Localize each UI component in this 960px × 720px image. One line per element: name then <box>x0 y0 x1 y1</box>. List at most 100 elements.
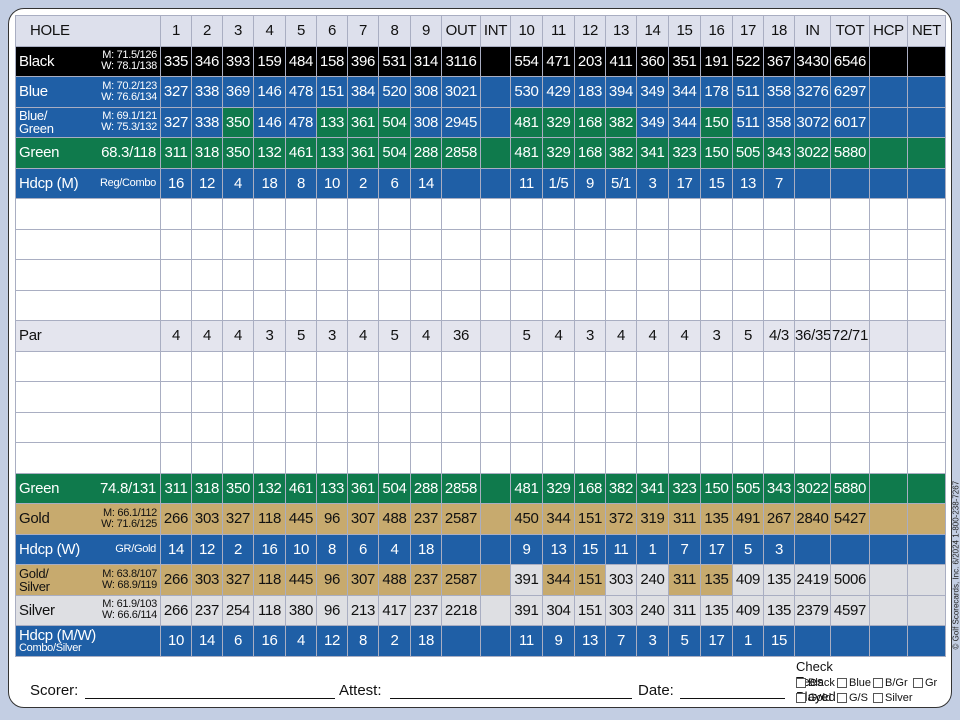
blank-cell <box>763 289 795 321</box>
blank-cell <box>510 381 543 413</box>
score-cell: 13 <box>574 625 606 657</box>
empty-cell <box>480 167 511 199</box>
ratings: M: 66.1/112 W: 71.6/125 <box>101 507 159 530</box>
score-cell: 307 <box>347 503 379 535</box>
blank-cell <box>378 259 411 291</box>
blank-cell <box>732 289 764 321</box>
score-cell: 4 <box>191 320 223 352</box>
blank-cell <box>441 198 481 230</box>
blank-cell <box>347 411 379 443</box>
score-cell: 3116 <box>441 45 481 77</box>
score-cell: 417 <box>378 594 411 626</box>
score-cell: 12 <box>191 533 223 565</box>
date-label: Date: <box>638 682 674 699</box>
score-cell: 4 <box>410 320 442 352</box>
empty-cell <box>830 167 870 199</box>
blank-cell <box>15 350 161 382</box>
row-label: Green 68.3/118 <box>15 137 161 169</box>
score-cell: 5 <box>732 320 764 352</box>
blank-cell <box>480 442 511 474</box>
score-cell: 7 <box>668 533 701 565</box>
score-cell: 168 <box>574 472 606 504</box>
rating: 68.3/118 <box>101 144 156 162</box>
row-label: Black M: 71.5/126 W: 78.1/138 <box>15 45 161 77</box>
blank-cell <box>542 381 575 413</box>
blank-cell <box>480 381 511 413</box>
score-cell: 16 <box>160 167 192 199</box>
blank-cell <box>605 198 637 230</box>
blank-cell <box>410 350 442 382</box>
score-cell: 488 <box>378 503 411 535</box>
blank-cell <box>732 228 764 260</box>
tee-row: Hdcp (M) Reg/Combo 16 12 4 18 8 10 2 6 14 11 1/5 9 5/1… <box>15 167 946 199</box>
score-cell: 394 <box>605 76 637 108</box>
empty-cell <box>480 564 511 596</box>
score-cell: 17 <box>700 533 733 565</box>
score-cell: 4 <box>605 320 637 352</box>
empty-cell <box>480 625 511 657</box>
score-cell: 351 <box>668 45 701 77</box>
blank-cell <box>668 381 701 413</box>
score-cell: 11 <box>510 625 543 657</box>
blank-row <box>15 350 946 382</box>
score-cell: 133 <box>316 106 348 138</box>
blank-row <box>15 289 946 321</box>
score-cell: 461 <box>285 472 317 504</box>
blank-cell <box>285 198 317 230</box>
blank-cell <box>347 381 379 413</box>
empty-cell <box>480 503 511 535</box>
header-cell: NET <box>907 15 946 47</box>
blank-cell <box>510 228 543 260</box>
blank-cell <box>636 350 669 382</box>
blank-cell <box>441 228 481 260</box>
score-cell: 178 <box>700 76 733 108</box>
score-cell: 203 <box>574 45 606 77</box>
score-cell: 409 <box>732 594 764 626</box>
blank-cell <box>160 411 192 443</box>
scorer-line <box>85 698 335 699</box>
blank-cell <box>668 228 701 260</box>
blank-cell <box>763 198 795 230</box>
checkbox <box>796 693 806 703</box>
score-cell: 11 <box>510 167 543 199</box>
score-cell: 329 <box>542 472 575 504</box>
score-cell: 2419 <box>794 564 831 596</box>
blank-cell <box>542 259 575 291</box>
blank-cell <box>869 198 908 230</box>
empty-cell <box>830 625 870 657</box>
score-cell: 158 <box>316 45 348 77</box>
blank-cell <box>732 381 764 413</box>
blank-cell <box>574 411 606 443</box>
blank-cell <box>253 289 286 321</box>
score-cell: 396 <box>347 45 379 77</box>
row-label: Hdcp (M/W) Combo/Silver <box>15 625 161 657</box>
blank-cell <box>510 198 543 230</box>
blank-cell <box>347 198 379 230</box>
row-label: Green 74.8/131 <box>15 472 161 504</box>
score-cell: 2379 <box>794 594 831 626</box>
score-cell: 9 <box>510 533 543 565</box>
empty-cell <box>907 106 946 138</box>
checkbox <box>873 678 883 688</box>
blank-cell <box>605 350 637 382</box>
empty-cell <box>480 45 511 77</box>
blank-cell <box>700 381 733 413</box>
score-cell: 307 <box>347 564 379 596</box>
copyright: © Golf Scorecards, Inc. 6/2024 1-800-238… <box>951 480 960 650</box>
score-cell: 344 <box>668 76 701 108</box>
blank-cell <box>869 228 908 260</box>
score-cell: 3022 <box>794 472 831 504</box>
score-cell: 327 <box>222 564 254 596</box>
score-cell: 4 <box>668 320 701 352</box>
blank-cell <box>763 442 795 474</box>
score-cell: 308 <box>410 106 442 138</box>
blank-cell <box>510 259 543 291</box>
label-wrap: Black M: 71.5/126 W: 78.1/138 <box>19 47 160 76</box>
score-cell: 504 <box>378 472 411 504</box>
score-cell: 346 <box>191 45 223 77</box>
tee-name: Blue <box>849 677 872 689</box>
score-cell: 3 <box>763 533 795 565</box>
blank-cell <box>700 198 733 230</box>
blank-cell <box>316 198 348 230</box>
